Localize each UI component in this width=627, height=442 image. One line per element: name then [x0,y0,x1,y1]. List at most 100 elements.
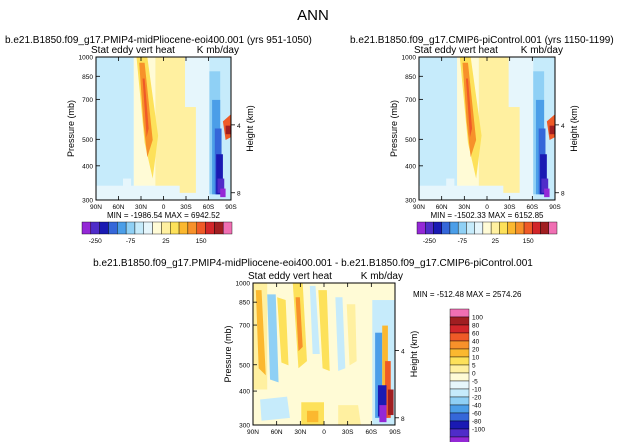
colorbar-swatch [205,221,215,235]
colorbar-swatch [449,356,470,366]
y-tick-label: 850 [405,74,416,81]
colorbar-swatch [532,221,541,235]
right-string: K mb/day [521,45,563,56]
colorbar-swatch [214,221,224,235]
height-tick-label: 4 [561,123,565,130]
colorbar-swatch [449,364,470,374]
field-contour [335,297,346,372]
colorbar-swatch [449,348,470,358]
x-tick-label: 90S [549,204,561,211]
height-axis-title: Height (km) [409,331,419,378]
right-string: K mb/day [197,45,239,56]
colorbar-swatch [449,308,470,318]
x-tick-label: 60S [366,429,378,436]
field-contour [387,389,394,416]
colorbar-label: 5 [472,363,476,370]
panel-picontrol: b.e21.B1850.f09_g17.CMIP6-piControl.001 … [350,35,614,245]
height-axis-title: Height (km) [569,105,579,152]
colorbar-label: 60 [472,331,480,338]
y-tick-label: 300 [239,423,250,430]
x-tick-label: 30N [135,204,147,211]
colorbar-swatch [548,221,558,235]
field-contour [465,78,473,138]
colorbar-swatch [125,221,136,235]
field-region [179,107,196,193]
y-tick-label: 300 [405,198,416,205]
colorbar-swatch [474,221,484,235]
field-region [96,57,134,195]
colorbar-label: -60 [472,411,482,418]
height-tick-label: 4 [401,348,405,355]
colorbar-swatch [449,380,470,390]
y-tick-label: 700 [405,97,416,104]
colorbar-swatch [449,324,470,334]
colorbar-label: 0 [472,371,476,378]
height-tick-label: 8 [237,191,241,198]
field-contour [220,188,226,198]
x-tick-label: 0 [162,204,166,211]
y-tick-label: 400 [239,389,250,396]
colorbar-label: -5 [472,379,478,386]
colorbar-swatch [433,221,442,235]
colorbar-swatch [196,221,206,235]
stats-text: MIN = -1502.33 MAX = 6152.85 [431,211,545,220]
field-contour [379,405,387,423]
x-tick-label: 90N [247,429,259,436]
colorbar-label: -250 [89,238,102,245]
colorbar-label: 150 [196,238,207,245]
colorbar-swatch [99,221,109,235]
panel-pliocene: b.e21.B1850.f09_g17.PMIP4-midPliocene-eo… [5,35,312,245]
field-contour [377,385,387,417]
heatmap-field [96,57,231,200]
x-tick-label: 30S [342,429,354,436]
colorbar-swatch [90,221,100,235]
colorbar-swatch [449,404,470,414]
colorbar-swatch [449,420,470,430]
y-tick-label: 700 [82,97,93,104]
field-region [503,107,520,193]
colorbar-swatch [540,221,549,235]
colorbar-swatch [449,372,470,382]
colorbar-label: 10 [472,355,480,362]
y-axis-title: Pressure (mb) [223,325,233,382]
field-contour [216,154,223,195]
x-tick-label: 0 [322,429,326,436]
colorbar [81,221,233,235]
colorbar-swatch [222,221,233,235]
colorbar-label: -75 [458,238,468,245]
field-contour [306,410,319,423]
y-tick-label: 400 [405,163,416,170]
field-contour [346,304,357,366]
field-region [446,178,455,190]
field-contour [260,396,290,421]
colorbar-swatch [449,396,470,406]
colorbar-swatch [178,221,189,235]
y-tick-label: 850 [239,300,250,307]
x-tick-label: 60S [203,204,215,211]
colorbar-swatch [161,221,171,235]
colorbar-swatch [449,221,459,235]
x-tick-label: 30N [458,204,470,211]
field-contour [277,297,289,366]
y-tick-label: 400 [82,163,93,170]
colorbar-swatch [134,221,144,235]
x-tick-label: 0 [485,204,489,211]
colorbar-label: -250 [423,238,436,245]
y-tick-label: 300 [82,198,93,205]
right-string: K mb/day [361,271,403,282]
colorbar-label: 25 [492,238,500,245]
stats-text: MIN = -1986.54 MAX = 6942.52 [107,211,221,220]
colorbar-swatch [441,221,451,235]
colorbar-swatch [449,316,470,326]
colorbar-swatch [187,221,197,235]
field-contour [540,154,547,195]
y-tick-label: 1000 [79,55,94,62]
colorbar-label: 20 [472,347,480,354]
y-tick-label: 500 [82,137,93,144]
colorbar-swatch [490,221,500,235]
colorbar-swatch [170,221,180,235]
y-axis-title: Pressure (mb) [389,100,399,157]
colorbar-swatch [449,428,470,438]
panel-title: b.e21.B1850.f09_g17.PMIP4-midPliocene-eo… [93,258,533,269]
y-tick-label: 500 [405,137,416,144]
